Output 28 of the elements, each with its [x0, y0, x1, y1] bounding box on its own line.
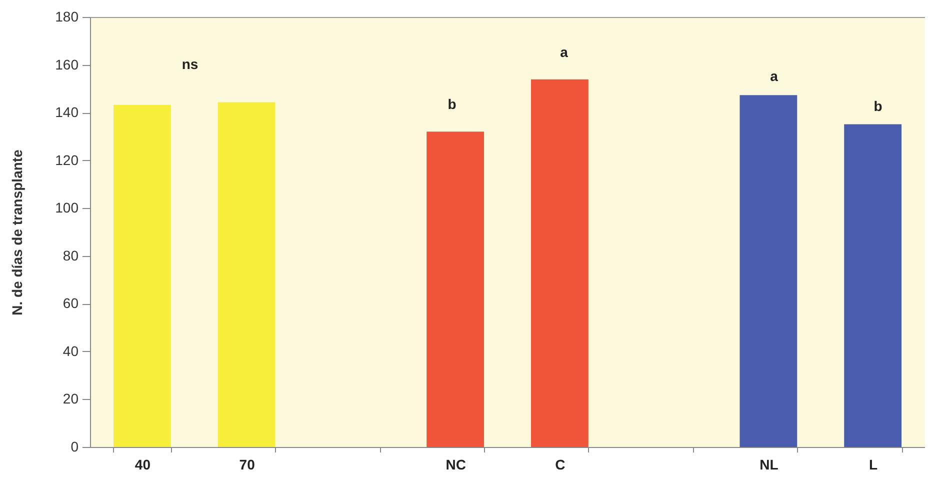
bar	[530, 79, 588, 447]
x-tick-label: 70	[239, 456, 256, 472]
annotation: b	[874, 98, 882, 114]
y-tick-label: 160	[55, 56, 79, 72]
y-axis-title: N. de días de transplante	[9, 149, 26, 316]
bar	[844, 124, 902, 447]
x-tick-label: L	[869, 456, 878, 472]
x-tick-label: C	[555, 456, 566, 472]
y-tick-label: 0	[70, 438, 79, 454]
x-tick-label: NL	[760, 456, 779, 472]
annotation: ns	[182, 56, 198, 72]
y-tick-label: 180	[55, 8, 79, 24]
y-tick-label: 140	[55, 104, 79, 120]
annotation: b	[448, 96, 456, 112]
annotation: a	[560, 44, 568, 60]
y-tick-label: 120	[55, 152, 79, 168]
y-tick-label: 20	[62, 390, 79, 407]
annotation: a	[770, 68, 778, 84]
y-tick-label: 100	[55, 200, 79, 216]
bar	[113, 104, 171, 447]
y-tick-label: 60	[62, 295, 79, 312]
bar	[426, 132, 484, 447]
x-tick-label: NC	[446, 456, 466, 472]
y-tick-label: 40	[62, 342, 79, 359]
y-tick-label: 80	[62, 247, 79, 264]
bar	[740, 95, 798, 447]
bar	[218, 102, 276, 447]
x-tick-label: 40	[134, 456, 151, 472]
